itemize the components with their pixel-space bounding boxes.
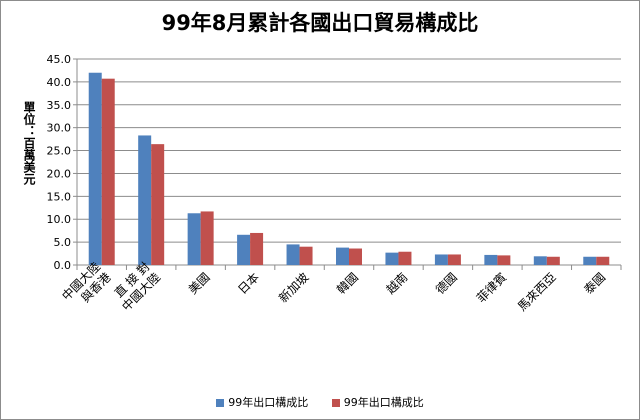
bar-series-2 xyxy=(447,254,461,265)
y-tick-label: 45.0 xyxy=(47,53,72,66)
bar-series-1 xyxy=(385,252,399,265)
bar-series-1 xyxy=(583,256,597,265)
x-tick-label: 菲律賓 xyxy=(473,269,509,305)
bar-series-1 xyxy=(237,234,251,265)
bar-series-1 xyxy=(286,244,300,265)
x-tick-label-line: 美國 xyxy=(186,270,213,297)
bar-series-2 xyxy=(250,232,264,265)
bar-series-2 xyxy=(299,246,313,265)
legend-item-series-1: 99年出口構成比 xyxy=(216,394,308,410)
bar-series-2 xyxy=(546,256,560,265)
x-tick-label-line: 越南 xyxy=(383,269,411,297)
chart-title: 99年8月累計各國出口貿易構成比 xyxy=(161,11,479,35)
y-tick-label: 5.0 xyxy=(54,236,72,249)
x-tick-label-line: 泰國 xyxy=(581,270,608,297)
y-tick-label: 10.0 xyxy=(47,213,72,226)
bar-series-1 xyxy=(434,254,448,265)
x-tick-label-line: 日本 xyxy=(235,270,262,297)
legend-item-series-2: 99年出口構成比 xyxy=(331,394,424,410)
bar-series-1 xyxy=(336,247,349,265)
chart-legend: 99年出口構成比 99年出口構成比 xyxy=(1,394,639,410)
bar-series-2 xyxy=(497,255,511,265)
bar-series-1 xyxy=(88,72,102,265)
y-tick-label: 20.0 xyxy=(47,167,72,180)
legend-label-series-2: 99年出口構成比 xyxy=(343,396,424,409)
bar-series-2 xyxy=(596,256,610,265)
x-tick-label-line: 馬來西亞 xyxy=(515,270,559,314)
x-tick-label: 越南 xyxy=(383,269,411,297)
x-tick-label: 美國 xyxy=(186,270,213,297)
x-tick-label-line: 菲律賓 xyxy=(473,269,509,305)
y-tick-label: 35.0 xyxy=(47,99,72,112)
legend-swatch-series-1 xyxy=(216,399,225,407)
y-tick-label: 25.0 xyxy=(47,145,72,158)
bar-series-2 xyxy=(398,251,412,265)
y-axis-label: 單位：百萬美元 xyxy=(22,101,36,185)
bar-series-2 xyxy=(151,144,165,265)
x-tick-label: 馬來西亞 xyxy=(515,270,559,314)
x-tick-label-line: 德國 xyxy=(432,269,460,297)
bar-chart: 0.05.010.015.020.025.030.035.040.045.0中國… xyxy=(47,53,622,314)
legend-label-series-1: 99年出口構成比 xyxy=(228,396,309,409)
legend-swatch-series-2 xyxy=(331,399,340,407)
x-tick-label-line: 韓國 xyxy=(334,270,361,297)
y-tick-label: 0.0 xyxy=(54,259,72,272)
bar-series-1 xyxy=(484,254,498,265)
x-tick-label: 泰國 xyxy=(581,270,608,297)
x-tick-label-line: 新加坡 xyxy=(275,269,311,305)
y-tick-label: 15.0 xyxy=(47,190,72,203)
x-tick-label: 新加坡 xyxy=(275,269,311,305)
y-tick-label: 30.0 xyxy=(47,122,72,135)
bar-series-1 xyxy=(187,213,201,265)
x-tick-label: 韓國 xyxy=(334,270,361,297)
bar-series-2 xyxy=(349,248,362,265)
x-tick-label: 德國 xyxy=(432,269,460,297)
bar-series-2 xyxy=(200,211,214,265)
bar-series-1 xyxy=(138,135,152,265)
x-tick-label: 日本 xyxy=(235,270,262,297)
bar-series-1 xyxy=(533,256,547,265)
y-tick-label: 40.0 xyxy=(47,76,72,89)
bar-series-2 xyxy=(101,78,115,265)
